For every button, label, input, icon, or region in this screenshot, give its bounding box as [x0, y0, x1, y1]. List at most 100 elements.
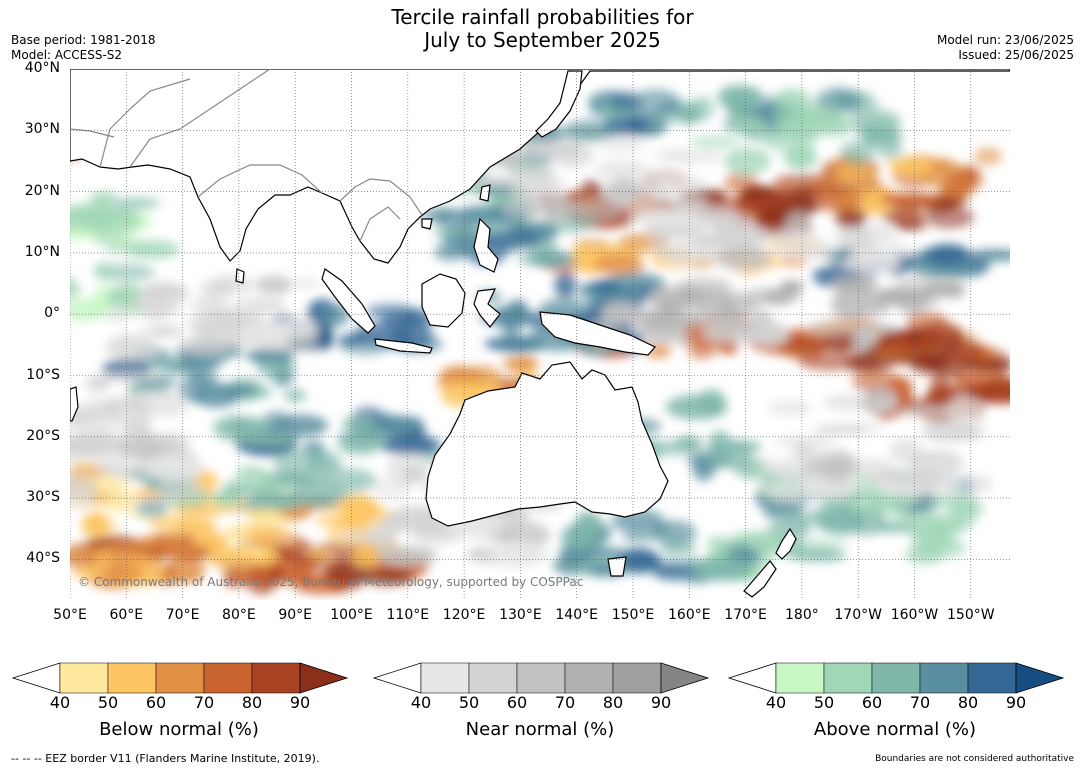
probability-patch: [93, 261, 114, 280]
probability-patch: [186, 373, 219, 385]
probability-patch: [824, 456, 847, 481]
probability-patch: [824, 117, 852, 129]
probability-patch: [691, 295, 712, 319]
colorbar-low-extension: [728, 662, 777, 694]
colorbar-tick-label: 70: [909, 693, 931, 712]
longitude-label: 90°E: [278, 607, 313, 623]
probability-patch: [594, 160, 650, 179]
land-masses: [70, 69, 1010, 598]
longitude-label: 60°E: [109, 607, 144, 623]
probability-patch: [924, 205, 974, 229]
madagascar-landmass: [70, 386, 79, 422]
probability-patch: [922, 282, 964, 297]
probability-patch: [929, 374, 951, 398]
colorbar-segment: [564, 662, 614, 694]
new-guinea-landmass: [539, 311, 656, 356]
colorbar-segment: [468, 662, 518, 694]
colorbar-segment: [251, 662, 301, 694]
probability-patch: [243, 348, 294, 362]
probability-patch: [930, 264, 986, 278]
probability-patch: [709, 447, 754, 469]
colorbar: [12, 662, 348, 694]
probability-patch: [695, 210, 738, 224]
probability-patch: [516, 253, 577, 266]
base-period-text: Base period: 1981-2018: [11, 33, 156, 47]
probability-patch: [524, 163, 554, 186]
probability-patch: [763, 478, 822, 504]
colorbar-tick-label: 60: [861, 693, 883, 712]
probability-patch: [665, 149, 723, 164]
probability-patch: [780, 255, 809, 267]
colorbar-title: Below normal (%): [99, 719, 259, 740]
latitude-label: 40°S: [26, 550, 60, 567]
probability-patch: [289, 540, 316, 567]
issued-text: Issued: 25/06/2025: [958, 48, 1074, 62]
colorbar-tick-label: 40: [765, 693, 787, 712]
probability-patch: [692, 557, 753, 579]
probability-patch: [341, 529, 397, 544]
probability-patch: [789, 549, 847, 562]
probability-patch: [854, 322, 899, 333]
probability-patch: [255, 275, 293, 295]
probability-patch: [834, 228, 873, 247]
probability-patch: [551, 140, 594, 168]
probability-patch: [713, 227, 767, 251]
colorbar-title: Near normal (%): [465, 719, 615, 740]
model-text: Model: ACCESS-S2: [11, 48, 123, 62]
colorbar-tick-label: 50: [813, 693, 835, 712]
probability-patch: [237, 432, 298, 447]
probability-patch: [835, 208, 867, 230]
probability-patch: [506, 160, 532, 184]
colorbar-high-extension: [299, 662, 348, 694]
probability-patch: [314, 514, 375, 528]
colorbar-segment: [967, 662, 1017, 694]
probability-patch: [698, 316, 731, 327]
probability-patch: [605, 177, 642, 201]
probability-patch: [516, 194, 581, 219]
probability-patch: [942, 169, 985, 191]
probability-patch: [70, 412, 97, 426]
map-title-line1: Tercile rainfall probabilities for: [391, 5, 694, 29]
probability-patch: [439, 365, 483, 386]
probability-patch: [105, 540, 145, 557]
sri-lanka-landmass: [235, 268, 245, 284]
japan-landmass: [535, 70, 583, 138]
probability-patch: [153, 433, 185, 448]
longitude-label: 150°E: [611, 607, 655, 623]
probability-patch: [247, 570, 276, 586]
probability-patch: [160, 570, 204, 583]
probability-patch: [121, 405, 151, 431]
probability-patch: [239, 497, 264, 511]
latitude-label: 40°N: [24, 60, 60, 76]
probability-patch: [574, 511, 602, 539]
probability-patch: [94, 549, 115, 572]
probability-patch: [139, 535, 161, 548]
disclaimer-note: Boundaries are not considered authoritat…: [875, 754, 1074, 764]
probability-patch: [566, 532, 591, 551]
country-borders: [70, 69, 423, 242]
probability-patch: [889, 438, 923, 463]
probability-patch: [690, 135, 740, 149]
eez-note: -- -- -- EEZ border V11 (Flanders Marine…: [11, 752, 320, 765]
colorbar-segment: [203, 662, 253, 694]
probability-patch: [831, 276, 878, 291]
colorbar-tick-label: 80: [241, 693, 263, 712]
probability-patch: [897, 405, 959, 418]
probability-patch: [142, 454, 205, 481]
longitude-label: 170°W: [834, 607, 882, 623]
latitude-label: 30°N: [24, 121, 60, 138]
tasmania-landmass: [607, 556, 627, 577]
longitude-label: 80°E: [222, 607, 256, 623]
colorbar-tick-label: 40: [410, 693, 432, 712]
probability-patch: [127, 240, 181, 259]
probability-patch: [849, 109, 901, 135]
probability-patch: [783, 145, 818, 169]
longitude-label: 180°: [785, 607, 819, 623]
probability-patch: [839, 140, 876, 165]
probability-patch: [70, 284, 83, 298]
probability-patch: [158, 531, 205, 556]
probability-patch: [113, 197, 161, 210]
probability-patch: [70, 228, 95, 239]
probability-patch: [887, 157, 935, 174]
probability-patch: [882, 207, 925, 226]
